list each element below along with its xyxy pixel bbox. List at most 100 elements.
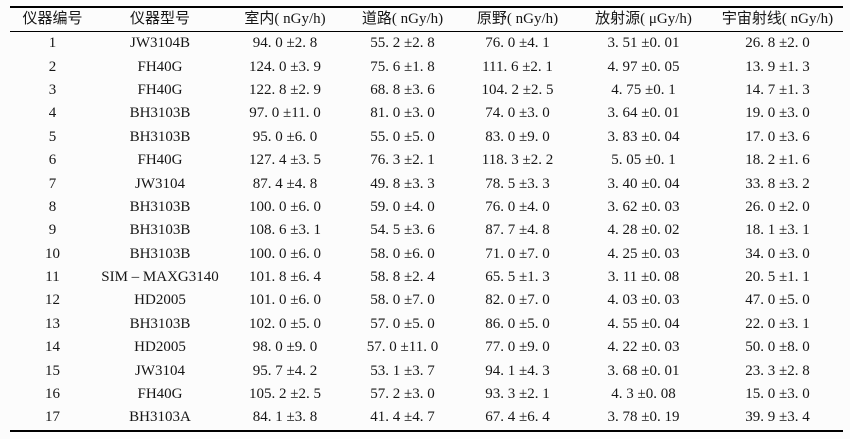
table-cell-model: FH40G <box>137 81 183 98</box>
table-cell-indoor: 105. 2 ±2. 5 <box>249 386 321 403</box>
table-cell-source: 3. 62 ±0. 03 <box>607 198 680 215</box>
measurement-table: 仪器编号 仪器型号 室内( nGy/h) 道路( nGy/h) 原野( nGy/h) 放射… <box>10 6 843 432</box>
table-cell-source: 3. 64 ±0. 01 <box>607 105 680 122</box>
table-cell-id: 9 <box>48 222 57 239</box>
table-cell-source: 4. 75 ±0. 1 <box>611 81 676 98</box>
table-cell-model: JW3104 <box>135 362 185 379</box>
table-cell-source: 3. 11 ±0. 08 <box>607 269 680 286</box>
table-cell-cosmic: 17. 0 ±3. 6 <box>745 128 810 145</box>
table-cell-model: BH3103B <box>129 128 191 145</box>
table-cell-cosmic: 15. 0 ±3. 0 <box>745 386 810 403</box>
table-cell-model: JW3104 <box>135 175 185 192</box>
table-cell-indoor: 124. 0 ±3. 9 <box>249 58 321 75</box>
table-cell-cosmic: 34. 0 ±3. 0 <box>745 245 810 262</box>
table-cell-indoor: 102. 0 ±5. 0 <box>249 315 321 332</box>
table-row: 8 BH3103B 100. 0 ±6. 0 59. 0 ±4. 0 76. 0 ±4.… <box>10 196 843 219</box>
table-row: 6 FH40G 127. 4 ±3. 5 76. 3 ±2. 1 118. 3 ±2. … <box>10 149 843 172</box>
table-cell-source: 4. 03 ±0. 03 <box>607 292 680 309</box>
table-row: 3 FH40G 122. 8 ±2. 9 68. 8 ±3. 6 104. 2 ±2. … <box>10 79 843 102</box>
table-row: 16 FH40G 105. 2 ±2. 5 57. 2 ±3. 0 93. 3 ±2. … <box>10 383 843 406</box>
table-cell-cosmic: 18. 2 ±1. 6 <box>745 152 810 169</box>
table-cell-source: 3. 83 ±0. 04 <box>607 128 680 145</box>
table-cell-field: 74. 0 ±3. 0 <box>485 105 550 122</box>
table-cell-cosmic: 22. 0 ±3. 1 <box>745 315 810 332</box>
table-cell-field: 104. 2 ±2. 5 <box>481 81 554 98</box>
table-cell-road: 58. 8 ±2. 4 <box>370 269 435 286</box>
table-cell-indoor: 101. 0 ±6. 0 <box>249 292 321 309</box>
table-row: 4 BH3103B 97. 0 ±11. 0 81. 0 ±3. 0 74. 0 ±3.… <box>10 102 843 125</box>
table-cell-id: 8 <box>48 198 57 215</box>
table-cell-model: FH40G <box>137 152 183 169</box>
table-cell-model: HD2005 <box>134 292 186 309</box>
table-cell-id: 14 <box>45 339 60 356</box>
table-cell-road: 58. 0 ±7. 0 <box>370 292 435 309</box>
table-row: 11 SIM – MAXG3140 101. 8 ±6. 4 58. 8 ±2. 4 6… <box>10 266 843 289</box>
table-cell-road: 55. 0 ±5. 0 <box>370 128 435 145</box>
table-cell-cosmic: 14. 7 ±1. 3 <box>745 81 810 98</box>
table-cell-indoor: 108. 6 ±3. 1 <box>249 222 321 239</box>
table-cell-indoor: 98. 0 ±9. 0 <box>252 339 318 356</box>
table-cell-model: BH3103B <box>129 222 191 239</box>
table-cell-source: 4. 3 ±0. 08 <box>611 386 676 403</box>
table-cell-model: BH3103B <box>129 198 191 215</box>
table-cell-source: 4. 22 ±0. 03 <box>607 339 680 356</box>
column-header-cosmic: 宇宙射线( nGy/h) <box>712 6 843 32</box>
table-cell-field: 93. 3 ±2. 1 <box>485 386 550 403</box>
table-cell-source: 4. 55 ±0. 04 <box>607 315 680 332</box>
table-cell-road: 49. 8 ±3. 3 <box>370 175 435 192</box>
table-cell-model: FH40G <box>137 386 183 403</box>
table-cell-source: 3. 68 ±0. 01 <box>607 362 680 379</box>
table-cell-field: 118. 3 ±2. 2 <box>481 152 554 169</box>
table-cell-road: 59. 0 ±4. 0 <box>370 198 435 215</box>
table-cell-cosmic: 50. 0 ±8. 0 <box>745 339 810 356</box>
table-cell-source: 4. 28 ±0. 02 <box>607 222 680 239</box>
column-header-id: 仪器编号 <box>10 6 95 32</box>
table-cell-model: BH3103B <box>129 315 191 332</box>
table-cell-field: 67. 4 ±6. 4 <box>460 406 575 432</box>
table-row: 7 JW3104 87. 4 ±4. 8 49. 8 ±3. 3 78. 5 ±3. 3… <box>10 172 843 195</box>
table-cell-source: 3. 51 ±0. 01 <box>607 35 680 52</box>
table-cell-cosmic: 13. 9 ±1. 3 <box>745 58 810 75</box>
table-cell-id: 13 <box>45 315 60 332</box>
table-cell-id: 5 <box>48 128 57 145</box>
table-row: 10 BH3103B 100. 0 ±6. 0 58. 0 ±6. 0 71. 0 ±7… <box>10 243 843 266</box>
table-cell-model: SIM – MAXG3140 <box>101 269 219 286</box>
table-cell-id: 6 <box>48 152 57 169</box>
table-cell-cosmic: 47. 0 ±5. 0 <box>745 292 810 309</box>
table-cell-cosmic: 19. 0 ±3. 0 <box>745 105 810 122</box>
table-cell-id: 4 <box>48 105 57 122</box>
table-cell-road: 57. 0 ±11. 0 <box>366 339 439 356</box>
table-cell-id: 10 <box>45 245 60 262</box>
table-cell-road: 55. 2 ±2. 8 <box>370 35 435 52</box>
table-cell-id: 3 <box>48 81 57 98</box>
table-cell-source: 3. 40 ±0. 04 <box>607 175 680 192</box>
table-row: 15 JW3104 95. 7 ±4. 2 53. 1 ±3. 7 94. 1 ±4. … <box>10 359 843 382</box>
table-row: 14 HD2005 98. 0 ±9. 0 57. 0 ±11. 0 77. 0 ±9.… <box>10 336 843 359</box>
table-cell-id: 11 <box>45 269 60 286</box>
table-row: 13 BH3103B 102. 0 ±5. 0 57. 0 ±5. 0 86. 0 ±5… <box>10 313 843 336</box>
table-cell-indoor: 87. 4 ±4. 8 <box>252 175 318 192</box>
table-cell-road: 54. 5 ±3. 6 <box>370 222 435 239</box>
table-cell-field: 71. 0 ±7. 0 <box>485 245 550 262</box>
table-cell-cosmic: 18. 1 ±3. 1 <box>745 222 810 239</box>
table-cell-road: 76. 3 ±2. 1 <box>370 152 435 169</box>
table-header-row: 仪器编号 仪器型号 室内( nGy/h) 道路( nGy/h) 原野( nGy/h) 放射… <box>10 6 843 32</box>
table-cell-cosmic: 33. 8 ±3. 2 <box>745 175 810 192</box>
table-row: 2 FH40G 124. 0 ±3. 9 75. 6 ±1. 8 111. 6 ±2. … <box>10 55 843 78</box>
table-cell-indoor: 100. 0 ±6. 0 <box>249 245 321 262</box>
table-row: 12 HD2005 101. 0 ±6. 0 58. 0 ±7. 0 82. 0 ±7.… <box>10 289 843 312</box>
column-header-indoor: 室内( nGy/h) <box>225 6 345 32</box>
column-header-field: 原野( nGy/h) <box>460 6 575 32</box>
table-row: 1 JW3104B 94. 0 ±2. 8 55. 2 ±2. 8 76. 0 ±4. … <box>10 32 843 56</box>
table-cell-id: 12 <box>45 292 60 309</box>
table-cell-road: 53. 1 ±3. 7 <box>370 362 435 379</box>
table-cell-id: 2 <box>48 58 57 75</box>
table-cell-field: 76. 0 ±4. 0 <box>485 198 550 215</box>
table-cell-road: 57. 0 ±5. 0 <box>370 315 435 332</box>
table-header: 仪器编号 仪器型号 室内( nGy/h) 道路( nGy/h) 原野( nGy/h) 放射… <box>10 6 843 32</box>
table-cell-model: BH3103A <box>95 406 225 432</box>
table-cell-field: 65. 5 ±1. 3 <box>485 269 550 286</box>
table-row: 5 BH3103B 95. 0 ±6. 0 55. 0 ±5. 0 83. 0 ±9. … <box>10 126 843 149</box>
table-cell-field: 82. 0 ±7. 0 <box>485 292 550 309</box>
table-cell-field: 111. 6 ±2. 1 <box>482 58 553 75</box>
